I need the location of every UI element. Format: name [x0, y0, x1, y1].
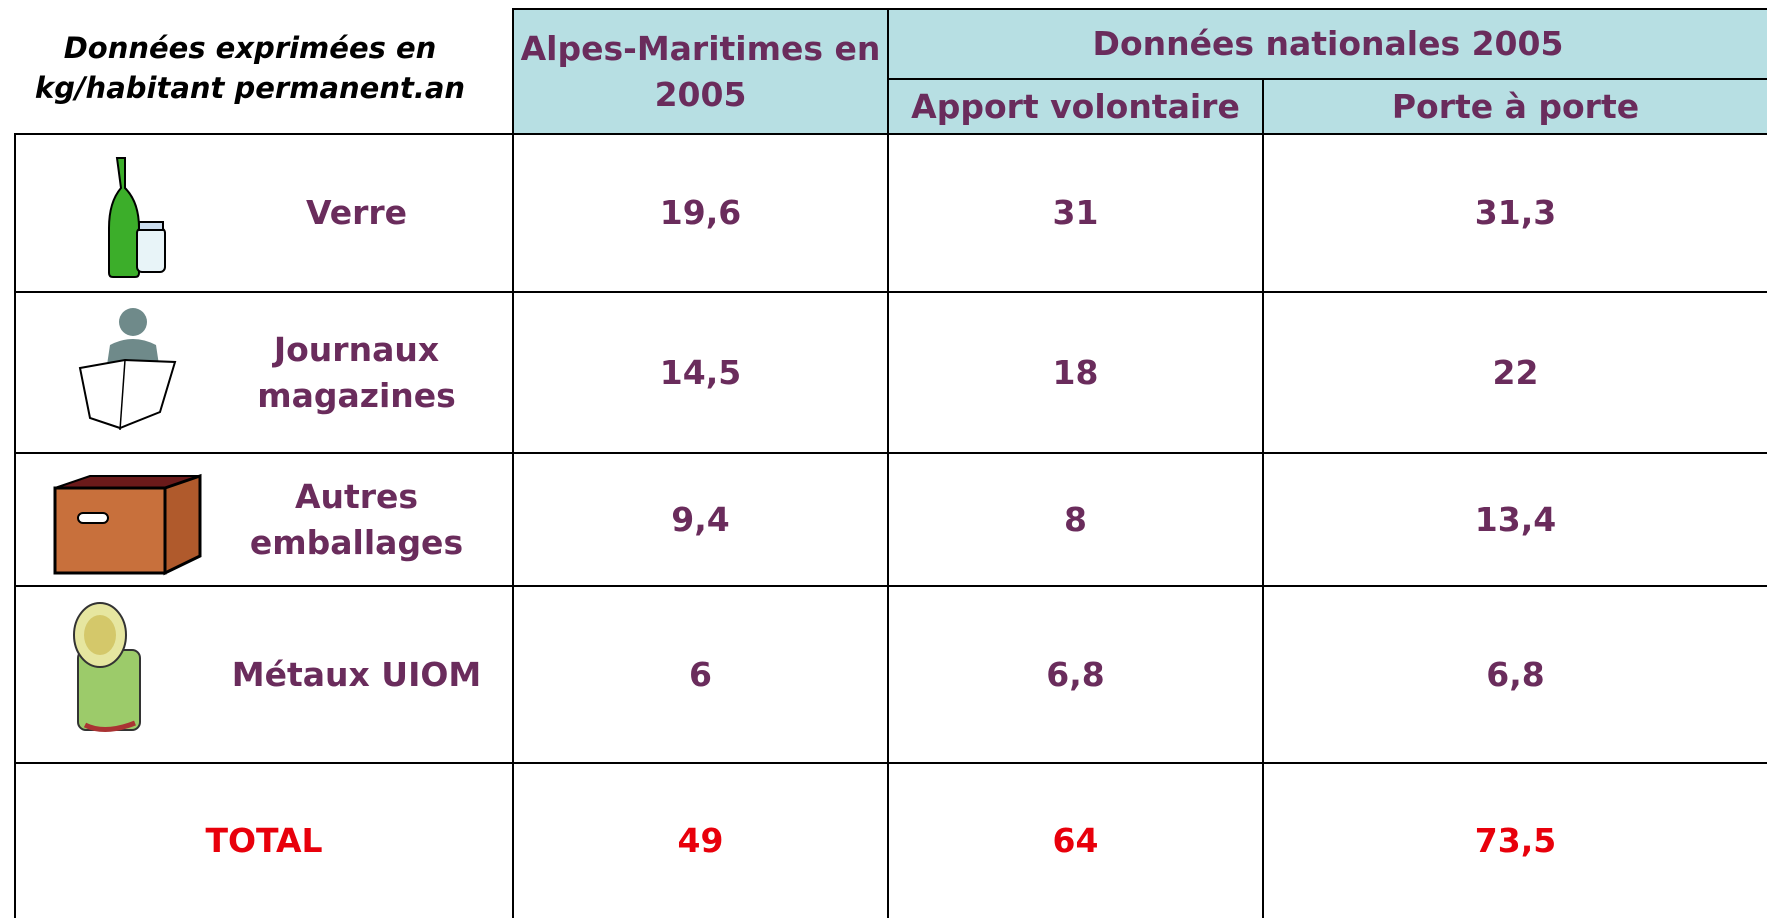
box-icon: [53, 473, 202, 576]
header-cell: Alpes-Maritimes en 2005: [512, 8, 889, 135]
row-label: Autres emballages: [200, 452, 513, 587]
total-label-cell: TOTAL: [14, 762, 514, 918]
cell-value: 8: [1064, 499, 1087, 539]
total-label: TOTAL: [205, 821, 323, 860]
newspaper-icon: [78, 308, 177, 431]
row-label-line: Journaux: [273, 329, 440, 369]
value-cell: 64: [887, 762, 1264, 918]
row-label-line: emballages: [249, 522, 464, 562]
header-text: Porte à porte: [1391, 86, 1640, 126]
row-label-line: Métaux UIOM: [231, 654, 482, 694]
can-icon: [73, 602, 141, 732]
cell-value: 64: [1052, 821, 1099, 860]
value-cell: 49: [512, 762, 889, 918]
cell-value: 22: [1492, 352, 1539, 392]
glass-icon: [108, 157, 166, 278]
value-cell: 14,5: [512, 291, 889, 454]
units-note: Données exprimées en kg/habitant permane…: [0, 28, 500, 108]
row-label-line: Autres: [294, 476, 419, 516]
value-cell: 13,4: [1262, 452, 1767, 587]
row-label: Verre: [200, 133, 513, 293]
value-cell: 18: [887, 291, 1264, 454]
row-label-line: magazines: [257, 375, 456, 415]
header-line: 2005: [654, 74, 747, 114]
cell-value: 18: [1052, 352, 1099, 392]
note-line: Données exprimées en: [63, 31, 437, 65]
header-text: Apport volontaire: [911, 86, 1240, 126]
header-cell: Apport volontaire: [887, 78, 1264, 135]
cell-value: 9,4: [671, 499, 730, 539]
note-line: kg/habitant permanent.an: [34, 71, 466, 105]
cell-value: 6,8: [1486, 654, 1545, 694]
header-group: Données nationales 2005: [887, 8, 1767, 80]
cell-value: 73,5: [1474, 821, 1557, 860]
row-label-line: Verre: [305, 193, 408, 232]
value-cell: 73,5: [1262, 762, 1767, 918]
row-label: Métaux UIOM: [200, 585, 513, 764]
row-label: Journaux magazines: [200, 291, 513, 454]
value-cell: 22: [1262, 291, 1767, 454]
cell-value: 31,3: [1474, 193, 1557, 232]
header-line: Alpes-Maritimes en: [520, 28, 881, 68]
value-cell: 6: [512, 585, 889, 764]
cell-value: 14,5: [659, 352, 742, 392]
cell-value: 31: [1052, 193, 1099, 232]
cell-value: 6: [689, 654, 712, 694]
value-cell: 19,6: [512, 133, 889, 293]
value-cell: 9,4: [512, 452, 889, 587]
cell-value: 6,8: [1046, 654, 1105, 694]
value-cell: 31,3: [1262, 133, 1767, 293]
cell-value: 13,4: [1474, 499, 1557, 539]
cell-value: 19,6: [659, 193, 742, 232]
value-cell: 6,8: [1262, 585, 1767, 764]
header-cell: Porte à porte: [1262, 78, 1767, 135]
cell-value: 49: [677, 821, 724, 860]
header-text: Données nationales 2005: [1092, 24, 1564, 63]
value-cell: 6,8: [887, 585, 1264, 764]
value-cell: 31: [887, 133, 1264, 293]
value-cell: 8: [887, 452, 1264, 587]
